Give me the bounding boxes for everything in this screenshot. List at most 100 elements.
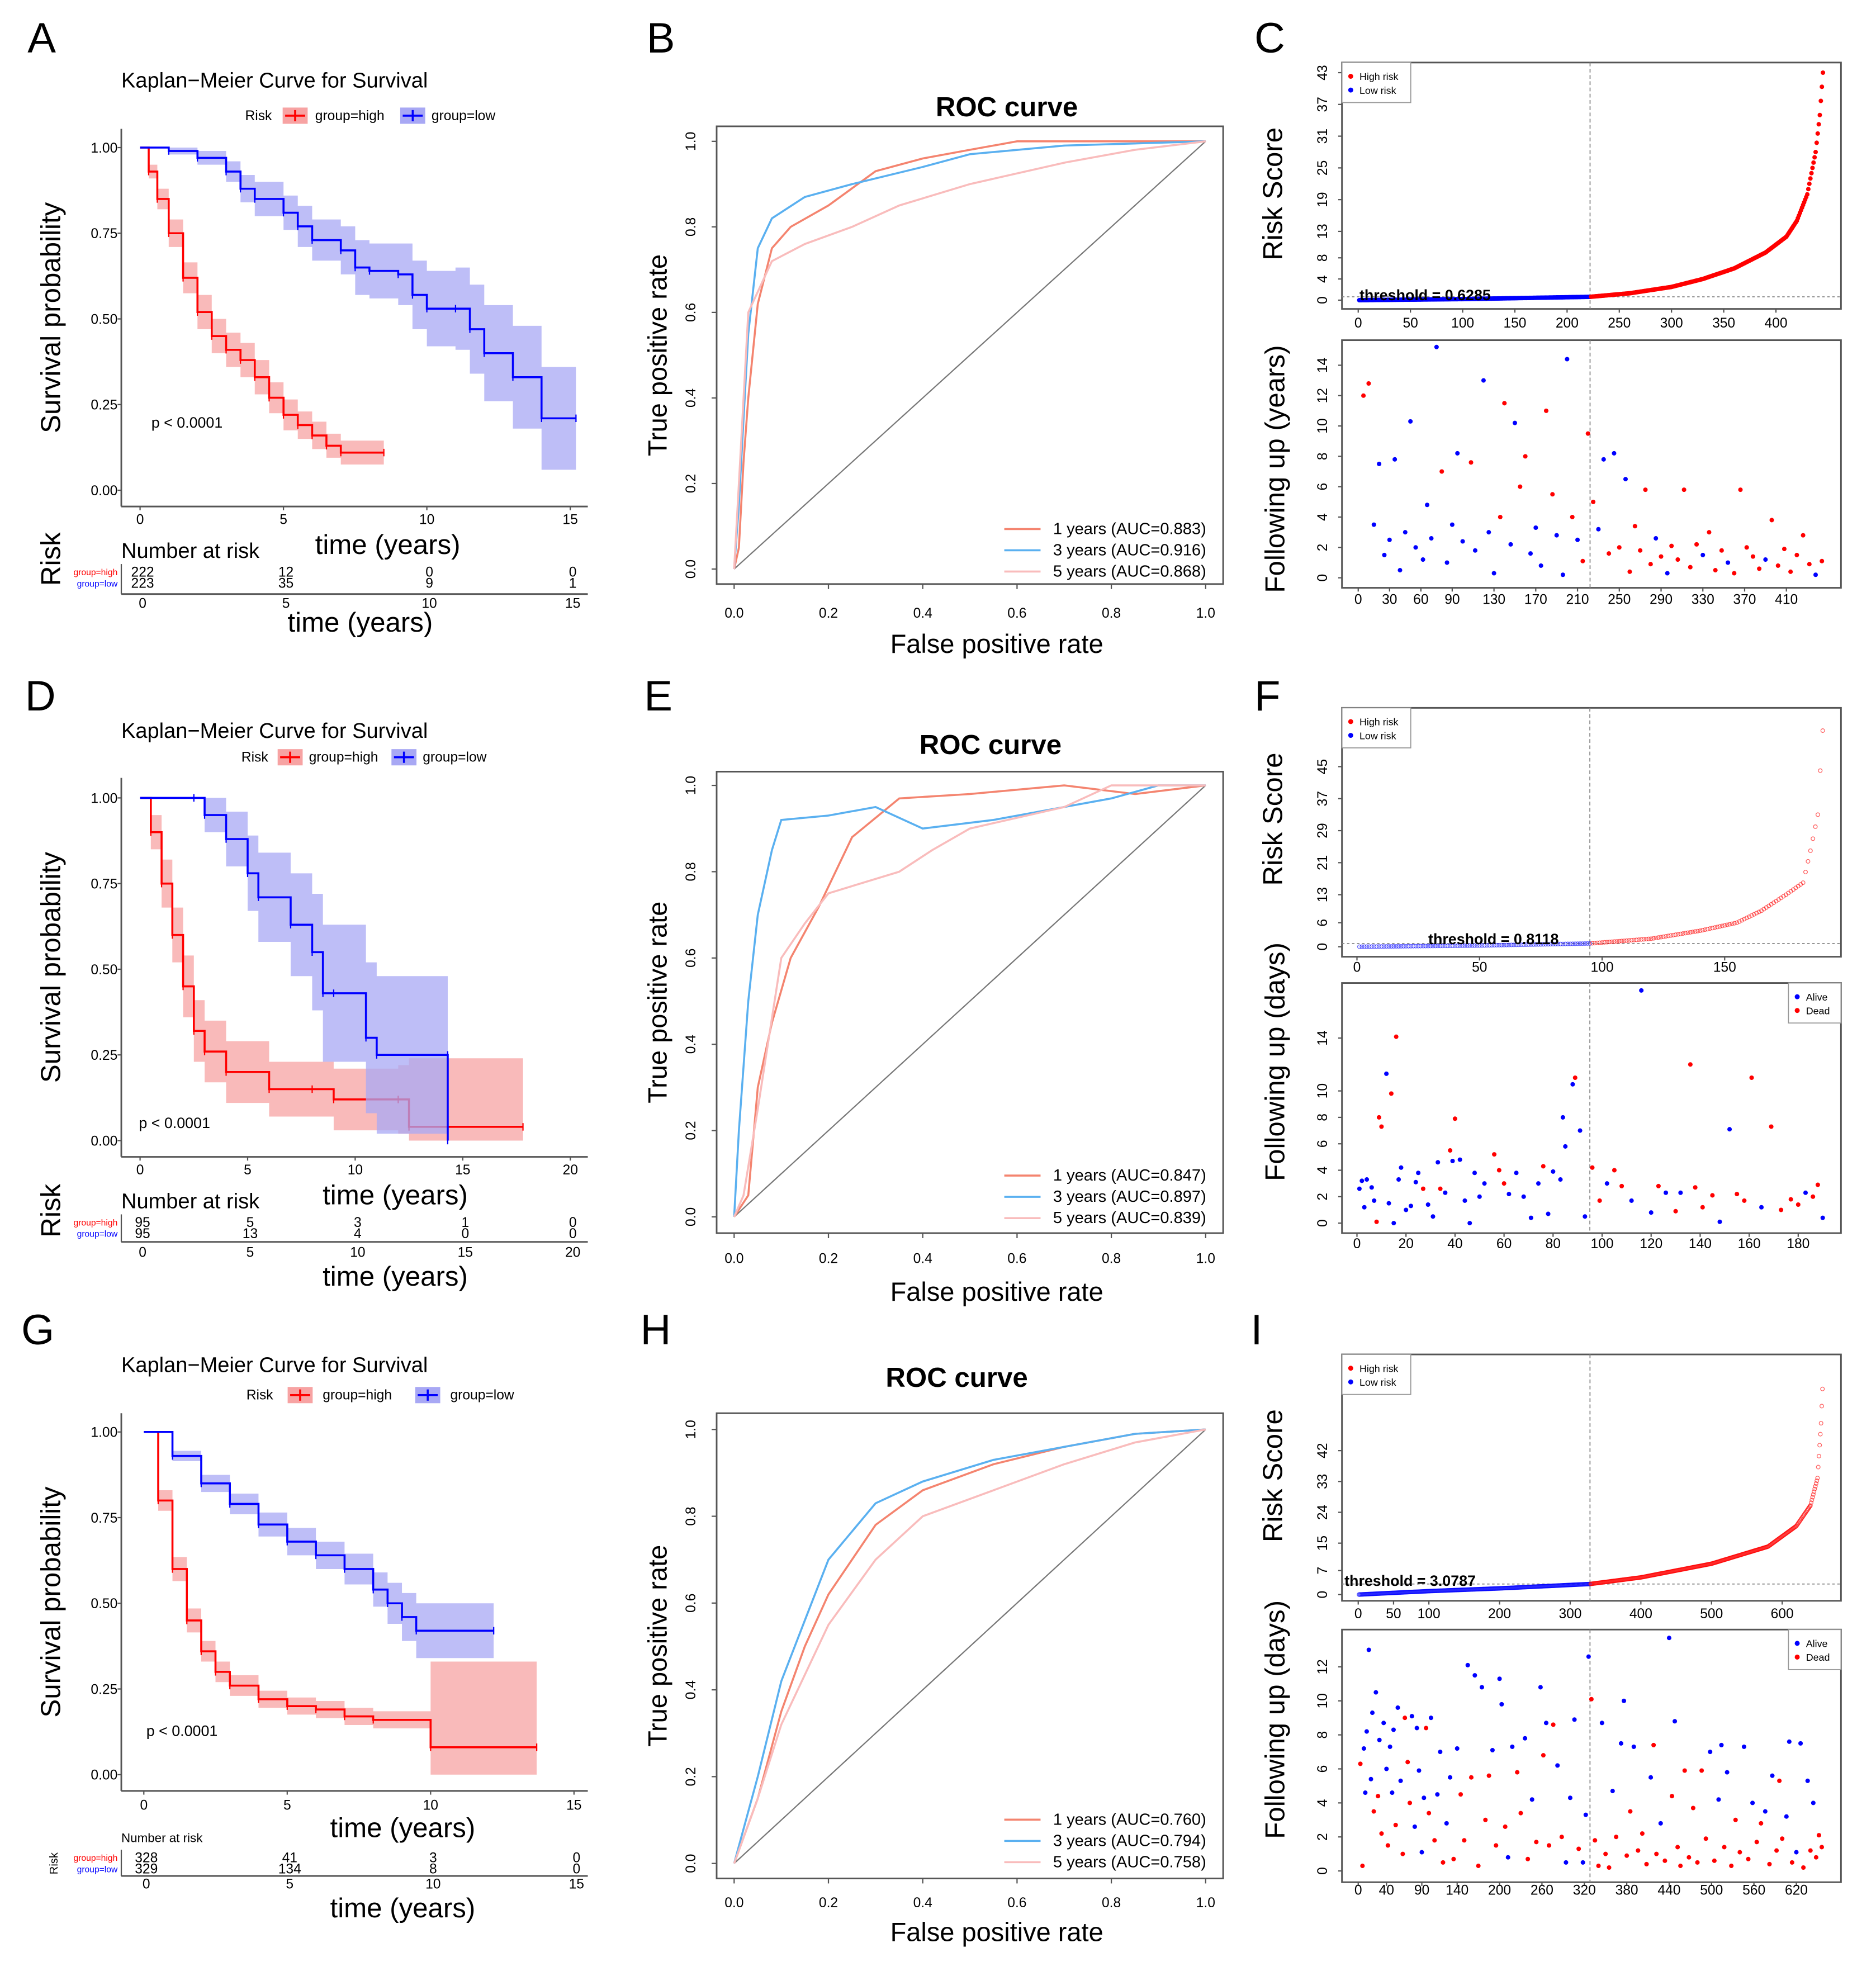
x-tick-label: 100 — [1451, 316, 1474, 331]
followup-point-dead — [1541, 1753, 1546, 1758]
risk-point-low — [1475, 943, 1480, 948]
y-tick-label: 12 — [1315, 388, 1330, 403]
x-tick-label: 5 — [283, 1798, 291, 1813]
risk-point-high — [1813, 149, 1818, 155]
followup-point-dead — [1722, 1845, 1727, 1850]
followup-point-alive — [1794, 1850, 1799, 1855]
risk-table-y-label: Risk — [48, 1852, 60, 1874]
followup-point-alive — [1538, 563, 1543, 568]
followup-point-dead — [1807, 562, 1812, 567]
y-tick-label: 0.00 — [91, 484, 117, 499]
risk-point-high — [1654, 935, 1659, 940]
followup-point-alive — [1472, 548, 1478, 553]
followup-point-alive — [1365, 1177, 1370, 1182]
followup-point-dead — [1448, 1148, 1453, 1153]
km-panel-D: Kaplan−Meier Curve for Survival Risk group… — [35, 719, 588, 1292]
legend-label: group=high — [323, 1388, 392, 1403]
followup-point-dead — [1458, 1792, 1463, 1797]
followup-point-dead — [1686, 1855, 1692, 1860]
y-tick-label: 0.50 — [91, 1596, 117, 1612]
followup-point-alive — [1664, 1190, 1669, 1195]
risk-count: 95 — [135, 1226, 150, 1241]
risk-point-high — [1737, 919, 1742, 924]
followup-point-alive — [1787, 1739, 1792, 1744]
y-axis-label: True positive rate — [642, 902, 672, 1103]
risk-point-low — [1396, 944, 1401, 949]
x-tick-label: 0.2 — [819, 1896, 838, 1911]
followup-point-dead — [1376, 1794, 1381, 1799]
x-tick-label: 50 — [1386, 1607, 1401, 1622]
y-axis-label: Survival probability — [35, 1486, 66, 1717]
risk-point-high — [1756, 909, 1761, 914]
y-tick-label: 7 — [1315, 1567, 1330, 1575]
risk-point-high — [1739, 918, 1745, 923]
legend-marker — [1794, 1641, 1800, 1646]
x-tick-label: 40 — [1447, 1236, 1462, 1252]
followup-point-dead — [1619, 1183, 1624, 1188]
risk-point-high — [1807, 1504, 1812, 1509]
risk-point-high — [1812, 1486, 1817, 1491]
y-tick-label: 1.00 — [91, 141, 117, 156]
risk-point-low — [1457, 943, 1462, 948]
risk-point-high — [1651, 936, 1656, 941]
confidence-band-group=low — [144, 1432, 494, 1658]
followup-point-dead — [1407, 1800, 1413, 1806]
panel-label: F — [1254, 672, 1280, 720]
followup-point-alive — [1387, 537, 1392, 542]
followup-point-alive — [1413, 1179, 1418, 1184]
risk-row-label: group=high — [74, 1219, 118, 1228]
x-tick-label: 400 — [1764, 316, 1787, 331]
y-tick-label: 0.25 — [91, 1682, 117, 1697]
followup-point-alive — [1443, 1190, 1448, 1195]
followup-point-dead — [1694, 542, 1699, 547]
x-tick-label: 0.4 — [913, 606, 932, 621]
x-tick-label: 90 — [1444, 593, 1460, 608]
followup-point-dead — [1669, 1794, 1675, 1799]
followup-point-alive — [1560, 1115, 1565, 1120]
x-tick-label: 1.0 — [1196, 606, 1215, 621]
x-axis-label: time (years) — [330, 1813, 476, 1844]
y-tick-label: 0.50 — [91, 312, 117, 327]
x-tick-label: 140 — [1689, 1236, 1712, 1252]
risk-point-high — [1812, 155, 1817, 160]
y-tick-label: 37 — [1315, 97, 1330, 112]
followup-point-dead — [1550, 492, 1555, 497]
followup-point-alive — [1567, 1795, 1572, 1800]
risk-legend — [1341, 1354, 1411, 1395]
roc-curve-3y — [733, 140, 1206, 570]
followup-point-alive — [1583, 1214, 1588, 1219]
x-tick-label: 180 — [1787, 1236, 1809, 1252]
risk-point-low — [1563, 941, 1568, 946]
risk-point-high — [1810, 1495, 1815, 1500]
followup-point-alive — [1460, 539, 1465, 544]
risk-table-y-label: Risk — [35, 1184, 66, 1238]
risk-row-label: group=low — [77, 1865, 118, 1874]
followup-point-alive — [1803, 1190, 1808, 1195]
risk-point-high — [1820, 728, 1825, 733]
panel-label: H — [641, 1306, 671, 1354]
risk-point-low — [1499, 942, 1504, 947]
risk-point-high — [1806, 187, 1811, 192]
risk-point-high — [1614, 939, 1619, 944]
followup-point-dead — [1393, 1822, 1398, 1827]
y-tick-label: 2 — [1315, 1833, 1330, 1841]
followup-point-alive — [1361, 1746, 1366, 1751]
followup-point-alive — [1563, 1144, 1568, 1149]
risk-row-label: group=high — [74, 1854, 118, 1863]
followup-point-dead — [1682, 1768, 1687, 1773]
risk-point-low — [1512, 942, 1517, 947]
followup-point-alive — [1580, 1860, 1585, 1865]
followup-point-alive — [1449, 522, 1455, 527]
followup-point-dead — [1794, 552, 1799, 557]
risk-point-high — [1595, 940, 1600, 945]
y-axis-label: Risk Score — [1257, 752, 1288, 885]
followup-point-alive — [1505, 1855, 1510, 1860]
legend-label: High risk — [1359, 1363, 1399, 1374]
risk-count: 35 — [278, 576, 293, 591]
roc-panel-H: ROC curve 0.0 0.2 0.4 0.6 0.8 1.0 0.0 0.2 0.4 0.6 0… — [642, 1362, 1224, 1946]
followup-point-dead — [1570, 514, 1575, 520]
followup-point-alive — [1391, 1221, 1396, 1226]
y-tick-label: 25 — [1315, 160, 1330, 176]
legend-label: 5 years (AUC=0.868) — [1053, 562, 1206, 580]
followup-point-alive — [1455, 451, 1460, 456]
